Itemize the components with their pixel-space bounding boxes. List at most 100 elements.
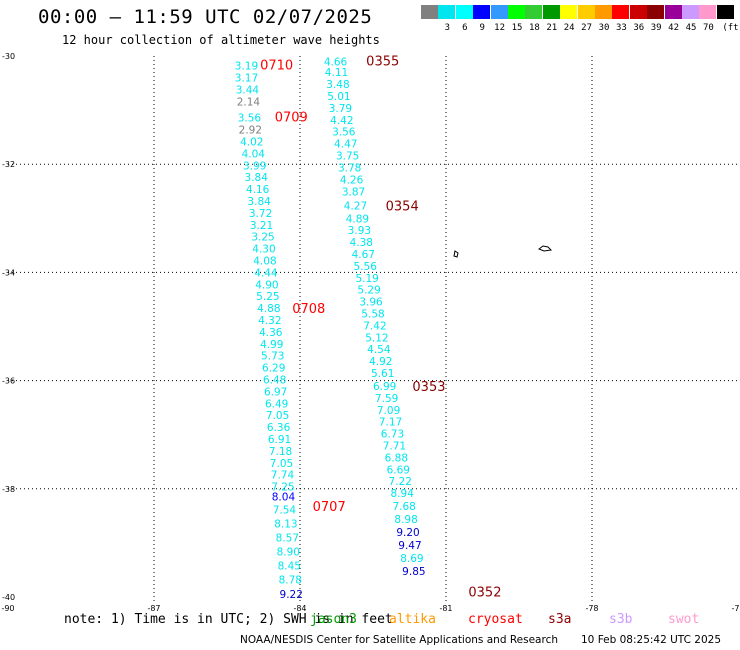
pass-time-label: 0709 [275, 111, 308, 126]
swh-point-label: 9.47 [398, 540, 421, 552]
swh-point-label: 5.58 [361, 309, 384, 321]
swh-point-label: 4.30 [252, 244, 275, 256]
swh-point-label: 6.99 [373, 381, 396, 393]
swh-point-label: 8.90 [277, 547, 300, 559]
chart-subtitle: 12 hour collection of altimeter wave hei… [62, 33, 380, 47]
swh-point-label: 3.44 [236, 85, 260, 97]
swh-point-label: 4.11 [325, 67, 348, 79]
swh-point-label: 4.32 [258, 315, 281, 327]
color-scale-swatch [716, 5, 734, 19]
swh-point-label: 4.92 [369, 356, 392, 368]
swh-point-label: 5.61 [371, 368, 394, 380]
swh-point-label: 7.05 [270, 458, 293, 470]
color-scale-swatch [560, 5, 578, 19]
color-scale-label: 39 [650, 23, 662, 33]
satellite-legend-item: jason3 [310, 612, 357, 627]
color-scale-swatch [473, 5, 491, 19]
swh-point-label: 6.73 [381, 429, 404, 441]
swh-point-label: 6.91 [268, 434, 291, 446]
pass-time-label: 0352 [468, 586, 501, 601]
swh-point-label: 3.99 [243, 160, 266, 172]
color-scale-swatch [612, 5, 630, 19]
color-scale-label: 6 [462, 23, 468, 33]
color-scale-label: 21 [546, 23, 558, 33]
swh-point-label: 3.48 [326, 79, 349, 91]
swh-point-label: 3.84 [245, 172, 269, 184]
color-scale-label: 12 [494, 23, 506, 33]
pass-time-label: 0708 [292, 302, 325, 317]
x-tick-label: -78 [585, 604, 598, 613]
island-outline [537, 245, 553, 252]
swh-point-label: 3.78 [338, 162, 361, 174]
color-scale-label: 33 [615, 23, 627, 33]
swh-point-label: 4.44 [254, 267, 278, 279]
y-tick-label: -32 [2, 160, 15, 169]
track-b-points: 4.664.113.485.013.794.423.564.473.753.78… [324, 56, 426, 578]
satellite-legend-item: s3b [609, 612, 633, 627]
color-scale-swatch [542, 5, 560, 19]
color-scale-label: 3 [444, 23, 451, 33]
color-scale-unit: (ft) [722, 23, 740, 33]
color-scale-label: 45 [685, 23, 697, 33]
swh-point-label: 8.69 [400, 553, 423, 565]
swh-point-label: 7.71 [383, 441, 406, 453]
swh-point-label: 4.27 [344, 200, 367, 212]
swh-point-label: 2.14 [237, 96, 261, 108]
time-labels: 0710 0709 0708 0707 0355 0354 0353 0352 [260, 54, 501, 600]
x-tick-label: -90 [1, 604, 14, 613]
swh-point-label: 9.85 [402, 566, 425, 578]
swh-point-label: 3.56 [332, 127, 356, 139]
color-scale-label: 18 [528, 23, 540, 33]
credit-text: NOAA/NESDIS Center for Satellite Applica… [240, 634, 558, 646]
swh-point-label: 3.84 [247, 196, 271, 208]
color-scale-label: 27 [581, 23, 593, 33]
swh-point-label: 5.56 [354, 261, 378, 273]
island-outline [453, 250, 459, 258]
x-tick-label: -84 [293, 604, 306, 613]
swh-point-label: 7.18 [269, 446, 292, 458]
swh-point-label: 4.04 [242, 148, 266, 160]
color-scale-label: 36 [633, 23, 645, 33]
swh-point-label: 9.20 [396, 527, 419, 539]
satellite-legend-item: s3a [548, 612, 572, 627]
swh-point-label: 6.48 [263, 375, 286, 387]
swh-point-label: 6.69 [387, 464, 410, 476]
swh-point-label: 4.26 [340, 174, 364, 186]
swh-point-label: 8.04 [272, 491, 296, 503]
swh-point-label: 4.66 [324, 56, 348, 68]
color-scale-swatch [699, 5, 717, 19]
swh-point-label: 3.72 [249, 208, 272, 220]
y-tick-label: -36 [2, 377, 15, 386]
color-scale-label: 30 [598, 23, 610, 33]
swh-point-label: 7.05 [266, 410, 289, 422]
color-scale-swatch [490, 5, 508, 19]
swh-point-label: 4.99 [260, 339, 283, 351]
color-scale-label: 9 [479, 23, 485, 33]
swh-point-label: 7.17 [379, 417, 402, 429]
swh-point-label: 4.08 [253, 255, 276, 267]
color-scale-swatch [595, 5, 612, 19]
color-scale-swatch [664, 5, 682, 19]
swh-point-label: 5.73 [261, 351, 284, 363]
x-tick-label: -75 [731, 604, 740, 613]
swh-point-label: 6.88 [385, 452, 408, 464]
color-scale-swatch [647, 5, 665, 19]
color-scale-label: 15 [511, 23, 523, 33]
swh-point-label: 4.54 [367, 344, 391, 356]
color-scale-swatch [508, 5, 525, 19]
swh-point-label: 5.25 [256, 291, 279, 303]
swh-point-label: 6.97 [264, 386, 287, 398]
swh-point-label: 6.49 [265, 398, 288, 410]
y-tick-label: -40 [2, 593, 15, 602]
color-scale-label: 42 [668, 23, 680, 33]
pass-time-label: 0353 [412, 380, 445, 395]
generated-timestamp: 10 Feb 08:25:42 UTC 2025 [581, 634, 721, 646]
swh-point-label: 4.38 [350, 237, 373, 249]
color-scale-swatch [629, 5, 647, 19]
swh-point-label: 7.25 [271, 482, 294, 494]
swh-point-label: 8.78 [279, 575, 302, 587]
y-tick-label: -38 [2, 485, 15, 494]
color-scale-swatch [421, 5, 438, 19]
swh-point-label: 4.47 [334, 139, 357, 151]
swh-point-label: 4.16 [246, 184, 270, 196]
